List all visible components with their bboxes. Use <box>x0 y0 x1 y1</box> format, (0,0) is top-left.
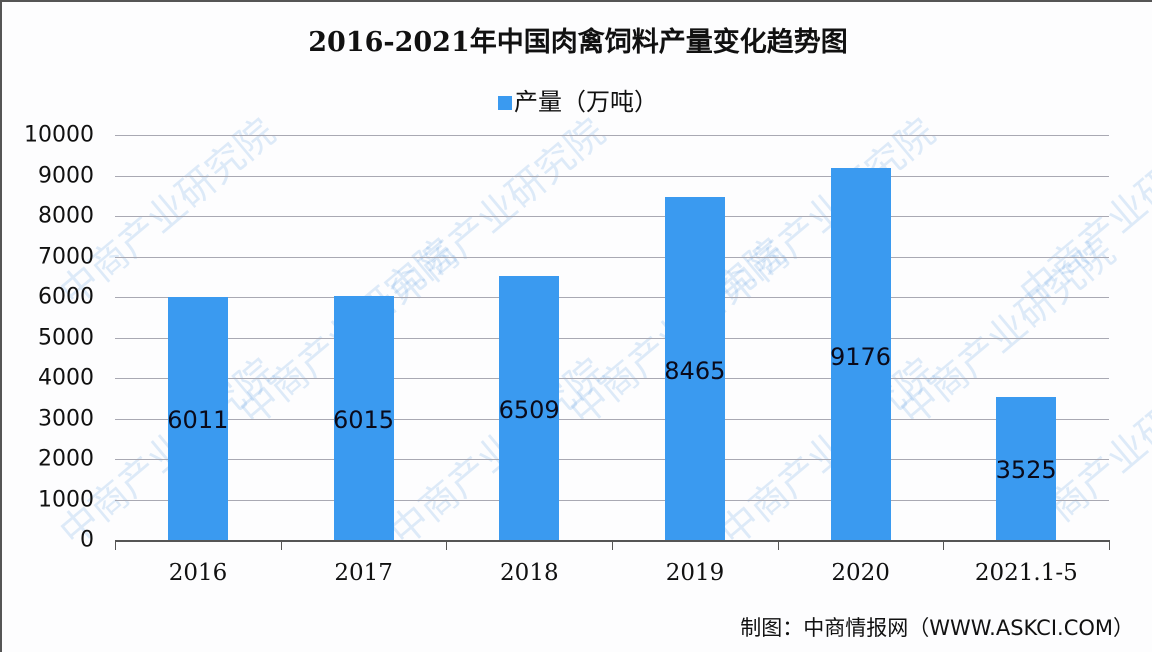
data-label: 6015 <box>332 406 395 434</box>
x-tick <box>115 540 116 550</box>
x-tick-label: 2019 <box>665 560 725 586</box>
x-tick-label: 2021.1-5 <box>974 560 1078 586</box>
gridline <box>115 459 1109 460</box>
data-label: 6011 <box>167 406 229 434</box>
y-tick-label: 10000 <box>24 122 94 148</box>
y-tick-label: 6000 <box>38 284 94 310</box>
gridline <box>115 216 1109 217</box>
y-tick-label: 3000 <box>38 406 94 431</box>
y-tick-label: 2000 <box>38 446 94 472</box>
x-tick <box>446 540 448 550</box>
x-tick <box>280 540 282 550</box>
y-tick-label: 7000 <box>38 244 94 269</box>
chart-title: 2016-2021年中国肉禽饲料产量变化趋势图 <box>308 27 848 58</box>
x-tick <box>777 540 779 550</box>
x-tick-label: 2018 <box>500 560 559 586</box>
legend-swatch-icon <box>498 96 512 110</box>
bar <box>167 296 228 540</box>
y-tick-label: 5000 <box>38 325 94 350</box>
gridline <box>115 337 1109 339</box>
gridline <box>115 135 1109 136</box>
bar <box>333 296 394 540</box>
bar <box>664 197 725 540</box>
data-label: 6509 <box>498 396 560 424</box>
gridline <box>115 499 1109 501</box>
x-tick-label: 2016 <box>168 560 228 586</box>
plot-area <box>115 135 1109 540</box>
gridline <box>115 418 1109 420</box>
source-note: 制图：中商情报网（WWW.ASKCI.COM） <box>740 616 1134 640</box>
bar <box>499 276 560 540</box>
data-label: 9176 <box>829 343 892 371</box>
gridline <box>115 297 1109 298</box>
y-tick-label: 9000 <box>38 163 94 188</box>
y-tick-label: 4000 <box>38 365 94 391</box>
data-label: 8465 <box>664 357 726 385</box>
x-tick-label: 2020 <box>831 560 890 586</box>
gridline <box>115 175 1109 177</box>
gridline <box>115 256 1109 258</box>
x-tick <box>1109 540 1110 550</box>
y-tick-label: 8000 <box>38 203 94 229</box>
bar <box>830 168 891 540</box>
legend-label: 产量（万吨） <box>514 88 658 116</box>
bar <box>996 397 1057 540</box>
gridline <box>115 378 1109 379</box>
y-tick-label: 1000 <box>38 487 94 512</box>
legend: 产量（万吨） <box>2 82 1152 117</box>
data-label: 3525 <box>995 456 1057 484</box>
x-tick <box>612 540 613 550</box>
x-tick-label: 2017 <box>334 560 393 586</box>
y-tick-label: 0 <box>80 527 94 553</box>
x-tick <box>943 540 945 550</box>
